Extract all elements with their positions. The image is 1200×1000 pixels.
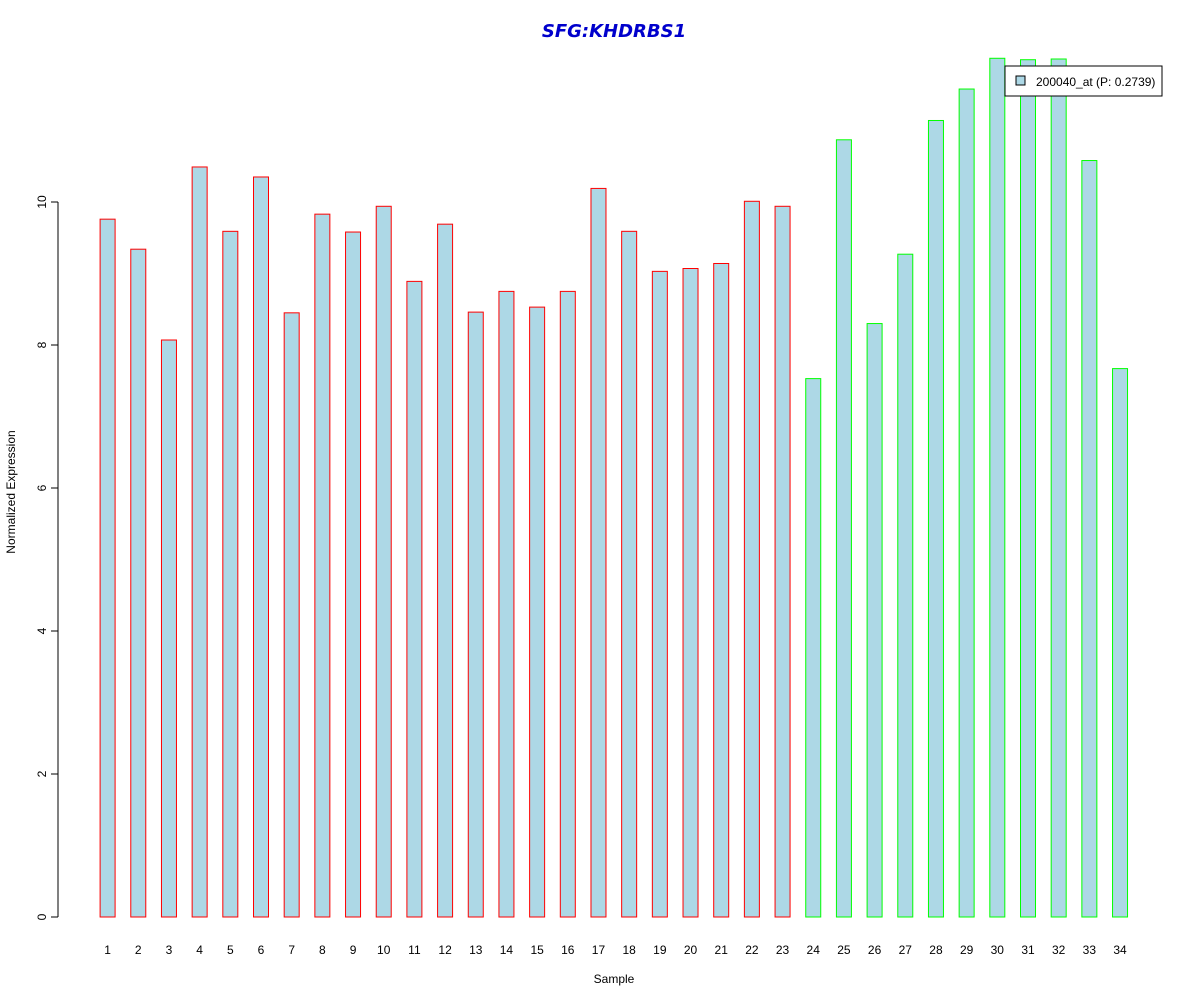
bar-sample-26 — [866, 323, 883, 918]
bar-sample-28 — [927, 119, 944, 918]
bar-sample-15 — [529, 306, 546, 918]
legend-swatch — [1015, 75, 1026, 86]
bar-sample-10 — [375, 205, 392, 918]
bar-sample-11 — [406, 280, 423, 918]
legend: 200040_at (P: 0.2739) — [1004, 65, 1163, 97]
x-tick-label: 7 — [288, 943, 295, 957]
bar-sample-16 — [559, 290, 576, 918]
bar-sample-3 — [160, 339, 177, 918]
x-tick-label: 6 — [258, 943, 265, 957]
x-tick-label: 26 — [868, 943, 882, 957]
bar-sample-18 — [621, 230, 638, 918]
bar-sample-1 — [99, 218, 116, 918]
x-tick-label: 3 — [166, 943, 173, 957]
bar-sample-20 — [682, 268, 699, 918]
x-tick-label: 32 — [1052, 943, 1066, 957]
x-tick-label: 29 — [960, 943, 974, 957]
bar-sample-9 — [345, 231, 362, 918]
x-tick-label: 1 — [104, 943, 111, 957]
x-tick-label: 30 — [991, 943, 1005, 957]
x-tick-label: 12 — [438, 943, 452, 957]
bar-sample-33 — [1081, 160, 1098, 918]
y-tick-label: 4 — [35, 627, 49, 634]
bar-sample-6 — [253, 176, 269, 918]
bar-sample-21 — [713, 262, 730, 918]
x-tick-label: 15 — [530, 943, 544, 957]
x-tick-label: 4 — [196, 943, 203, 957]
y-tick-label: 0 — [35, 913, 49, 920]
x-axis-label: Sample — [594, 972, 635, 986]
x-tick-label: 13 — [469, 943, 483, 957]
x-tick-label: 27 — [899, 943, 913, 957]
x-tick-label: 10 — [377, 943, 391, 957]
x-tick-label: 14 — [500, 943, 514, 957]
x-tick-label: 17 — [592, 943, 606, 957]
x-tick-label: 25 — [837, 943, 851, 957]
bar-sample-30 — [989, 57, 1006, 918]
bar-sample-2 — [130, 248, 147, 918]
chart-title: SFG:KHDRBS1 — [542, 21, 686, 42]
bar-sample-29 — [958, 88, 975, 918]
x-tick-label: 16 — [561, 943, 575, 957]
y-tick-label: 2 — [35, 770, 49, 777]
y-axis: 0 2 4 6 8 10 — [35, 195, 59, 920]
x-tick-label: 9 — [350, 943, 357, 957]
x-tick-label: 2 — [135, 943, 142, 957]
bar-sample-7 — [283, 312, 300, 918]
x-tick-labels: 1 2 3 4 5 6 7 8 9 10 11 12 13 14 15 16 17 18 19 20 21 22 23 24 2… — [104, 943, 1127, 957]
bar-sample-24 — [805, 378, 822, 918]
x-tick-label: 19 — [653, 943, 667, 957]
bar-sample-22 — [743, 200, 760, 918]
y-axis-label: Normalized Expression — [4, 430, 18, 553]
x-tick-label: 21 — [715, 943, 729, 957]
x-tick-label: 24 — [807, 943, 821, 957]
y-tick-label: 6 — [35, 484, 49, 491]
bar-sample-17 — [590, 187, 607, 918]
bar-sample-13 — [467, 311, 484, 918]
bar-sample-14 — [498, 290, 515, 918]
bar-sample-4 — [191, 166, 208, 918]
x-tick-label: 34 — [1113, 943, 1127, 957]
bar-sample-23 — [774, 205, 791, 918]
x-tick-label: 23 — [776, 943, 790, 957]
x-tick-label: 22 — [745, 943, 759, 957]
x-tick-label: 5 — [227, 943, 234, 957]
bars-group — [99, 57, 1129, 918]
x-tick-label: 18 — [622, 943, 636, 957]
y-tick-label: 10 — [35, 195, 49, 209]
legend-box — [1004, 65, 1163, 97]
x-tick-label: 20 — [684, 943, 698, 957]
x-tick-label: 11 — [408, 943, 421, 957]
x-tick-label: 8 — [319, 943, 326, 957]
bar-sample-25 — [835, 139, 852, 918]
legend-label: 200040_at (P: 0.2739) — [1036, 75, 1155, 89]
bar-sample-34 — [1112, 368, 1129, 918]
x-tick-label: 31 — [1021, 943, 1035, 957]
bar-sample-32 — [1050, 58, 1067, 918]
bar-sample-8 — [314, 213, 331, 918]
x-tick-label: 28 — [929, 943, 943, 957]
bar-sample-31 — [1020, 59, 1036, 918]
bar-sample-5 — [222, 230, 239, 918]
bar-sample-19 — [651, 270, 668, 918]
y-tick-label: 8 — [35, 341, 49, 348]
x-tick-label: 33 — [1083, 943, 1097, 957]
bar-sample-27 — [897, 253, 914, 918]
bar-sample-12 — [437, 223, 454, 918]
